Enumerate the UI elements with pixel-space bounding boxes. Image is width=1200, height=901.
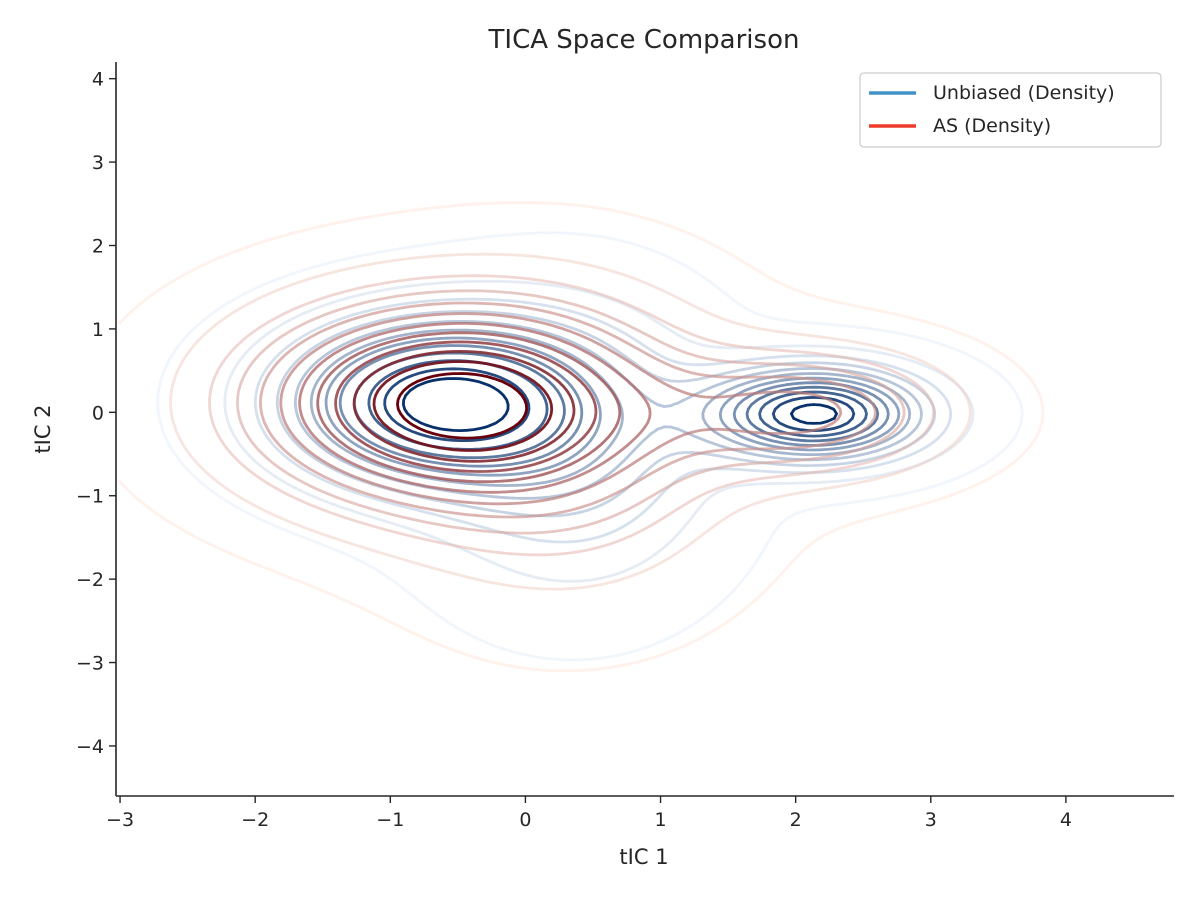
contour-series-1: [118, 201, 1045, 673]
contour-level: [208, 274, 935, 557]
y-tick-label: 4: [92, 69, 104, 91]
contour-level: [279, 312, 843, 506]
legend: Unbiased (Density) AS (Density): [859, 72, 1162, 148]
contour-level: [298, 322, 652, 494]
chart-title: TICA Space Comparison: [488, 25, 800, 55]
contour-level: [259, 301, 877, 519]
y-tick-label: −1: [76, 486, 104, 508]
x-tick-label: 4: [1060, 809, 1072, 831]
x-tick-label: 3: [925, 809, 937, 831]
x-axis-ticks: −3 −2 −1 0 1 2 3 4: [106, 796, 1072, 831]
contour-level: [236, 289, 906, 535]
contour-level: [396, 372, 528, 440]
x-tick-label: −2: [241, 809, 269, 831]
legend-box: [859, 72, 1162, 148]
x-tick-label: 1: [654, 809, 666, 831]
x-tick-label: −3: [106, 809, 134, 831]
y-tick-label: −4: [76, 736, 104, 758]
contour-level: [372, 360, 554, 452]
contour-level: [402, 377, 838, 432]
contour-level: [169, 252, 972, 591]
y-tick-label: 3: [92, 152, 104, 174]
x-tick-label: 0: [519, 809, 531, 831]
contour-level: [383, 367, 856, 442]
x-tick-label: −1: [376, 809, 404, 831]
contour-level: [316, 331, 622, 484]
y-tick-label: 2: [92, 236, 104, 258]
y-tick-label: −3: [76, 653, 104, 675]
y-tick-label: 1: [92, 319, 104, 341]
y-axis-ticks: −4 −3 −2 −1 0 1 2 3 4: [76, 69, 116, 758]
y-axis-label: tIC 2: [31, 404, 55, 453]
contour-level: [338, 344, 890, 468]
contour-level: [118, 201, 1045, 673]
y-tick-label: −2: [76, 569, 104, 591]
contour-level: [334, 340, 598, 473]
contour-level: [352, 350, 576, 463]
x-axis-label: tIC 1: [619, 845, 668, 869]
contour-layer: [118, 201, 1045, 673]
x-tick-label: 2: [790, 809, 802, 831]
legend-label-as: AS (Density): [933, 115, 1051, 137]
legend-label-unbiased: Unbiased (Density): [933, 82, 1115, 104]
y-tick-label: 0: [92, 402, 104, 424]
contour-level: [156, 231, 1024, 662]
